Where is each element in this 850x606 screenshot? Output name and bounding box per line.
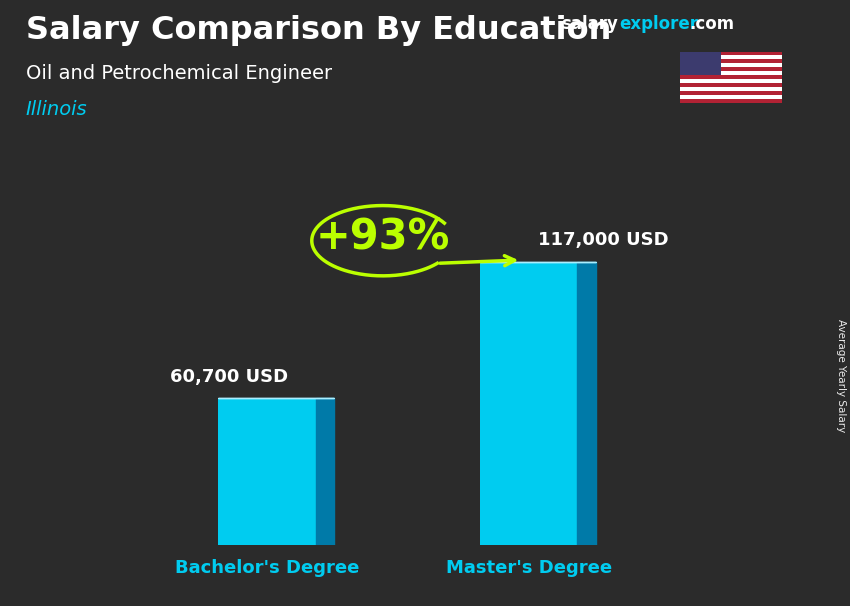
Text: Salary Comparison By Education: Salary Comparison By Education xyxy=(26,15,611,46)
Bar xyxy=(680,64,782,67)
Bar xyxy=(680,52,782,56)
Bar xyxy=(680,67,782,72)
Text: explorer: explorer xyxy=(619,15,698,33)
Bar xyxy=(680,87,782,91)
Text: Average Yearly Salary: Average Yearly Salary xyxy=(836,319,846,432)
Bar xyxy=(680,59,782,64)
Bar xyxy=(680,95,782,99)
Bar xyxy=(680,56,782,59)
Bar xyxy=(680,91,782,95)
Bar xyxy=(680,75,782,79)
Bar xyxy=(680,79,782,83)
Bar xyxy=(680,52,721,75)
Text: 60,700 USD: 60,700 USD xyxy=(171,368,288,386)
Bar xyxy=(680,83,782,87)
Text: 117,000 USD: 117,000 USD xyxy=(538,231,669,250)
Bar xyxy=(480,262,577,545)
Text: +93%: +93% xyxy=(315,216,450,258)
Text: Oil and Petrochemical Engineer: Oil and Petrochemical Engineer xyxy=(26,64,332,82)
Polygon shape xyxy=(315,398,334,545)
Text: Illinois: Illinois xyxy=(26,100,87,119)
Text: .com: .com xyxy=(689,15,734,33)
Text: salary: salary xyxy=(561,15,618,33)
Bar xyxy=(680,99,782,103)
Bar xyxy=(680,72,782,75)
Bar xyxy=(218,398,315,545)
Polygon shape xyxy=(577,262,596,545)
